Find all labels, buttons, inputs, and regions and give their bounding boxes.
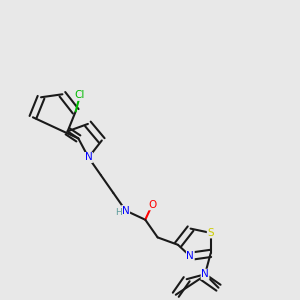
- Text: N: N: [186, 251, 194, 261]
- Text: S: S: [207, 228, 214, 238]
- Text: O: O: [148, 200, 156, 210]
- Text: Cl: Cl: [75, 90, 85, 100]
- Text: H: H: [115, 208, 122, 217]
- Text: N: N: [201, 269, 209, 279]
- Text: N: N: [122, 206, 130, 216]
- Text: N: N: [85, 152, 92, 163]
